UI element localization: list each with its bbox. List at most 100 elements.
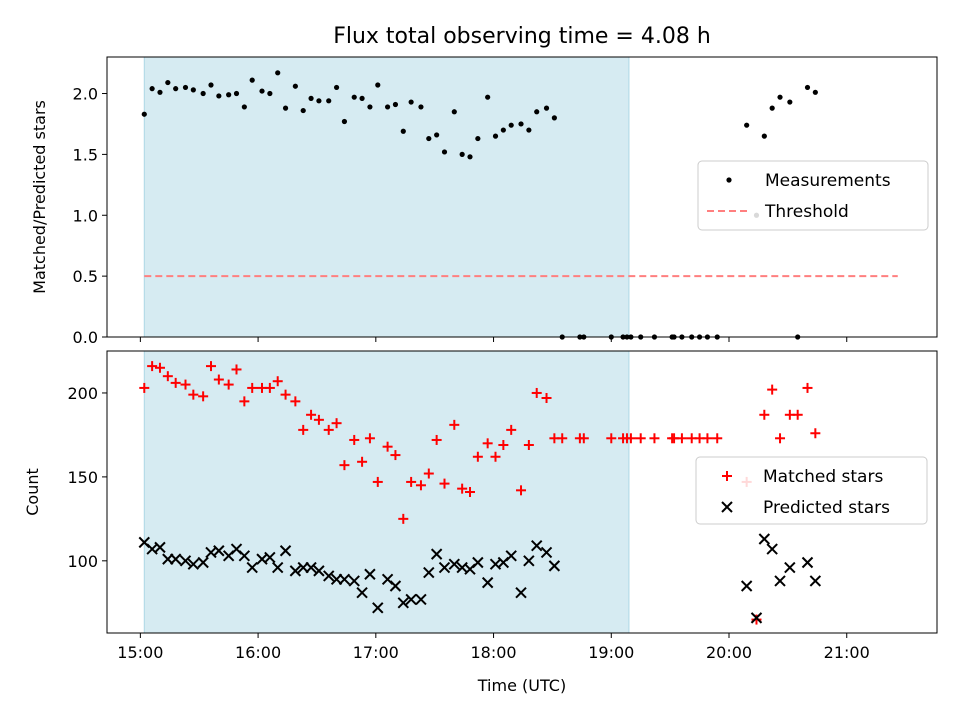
predicted-stars-point (397, 597, 409, 609)
matched-stars-point (382, 441, 393, 452)
figure-title: Flux total observing time = 4.08 h (333, 24, 711, 49)
x-b (548, 560, 561, 572)
legend: Measurements Threshold (697, 160, 929, 231)
measurement-point (426, 135, 432, 142)
predicted-stars-point (540, 546, 553, 559)
x-b (230, 543, 243, 555)
predicted-stars-point (438, 561, 451, 574)
matched-stars-point (792, 409, 803, 420)
predicted-stars-point (264, 551, 276, 564)
predicted-stars-point (197, 556, 209, 569)
measurement-point (367, 104, 373, 110)
predicted-stars-point (750, 612, 763, 624)
measurement-point (226, 92, 232, 98)
measurement-point (804, 84, 811, 91)
matched-stars-point (349, 434, 360, 445)
measurement-point (241, 104, 247, 110)
y-axis-label: Matched/Predicted stars (30, 100, 49, 294)
x-b (389, 580, 402, 592)
measurement-point (316, 98, 322, 104)
measurement-point (812, 89, 818, 95)
measurement-point (308, 95, 314, 101)
x-b (138, 536, 150, 549)
predicted-stars-point (448, 558, 461, 570)
x-b (246, 561, 258, 574)
legend-box (695, 456, 928, 525)
measurement-point (326, 98, 332, 104)
y-tick-label: 200 (67, 384, 98, 403)
matched-stars-point (482, 438, 493, 449)
x-b (415, 593, 427, 606)
x-b (264, 551, 276, 564)
matched-stars-point (306, 409, 317, 420)
measurement-point (787, 99, 793, 105)
matched-stars-point (406, 476, 417, 487)
matched-stars-point (625, 433, 636, 444)
measurement-point (534, 109, 540, 115)
x-b (405, 593, 417, 606)
x-b (356, 587, 368, 599)
x-b (364, 568, 376, 580)
y-tick-label: 0.0 (73, 328, 98, 347)
matched-stars-point (516, 485, 527, 496)
measurement-point (267, 90, 273, 97)
legend: Matched stars Predicted stars (695, 456, 928, 525)
matched-stars-point (439, 478, 450, 489)
measurement-point (777, 94, 783, 100)
count-panel: 15:00 16:00 17:00 18:00 19:00 20:00 21:00 100 15… (23, 350, 938, 695)
measurement-point (418, 104, 424, 110)
predicted-stars-point (430, 548, 443, 560)
x-tick-label: 17:00 (353, 643, 399, 662)
matched-stars-point (213, 374, 224, 385)
y-tick-label: 150 (67, 468, 98, 487)
measurement-point (392, 101, 399, 108)
x-b (438, 561, 451, 574)
predicted-stars-point (758, 533, 771, 545)
legend-marker-predicted-b (721, 501, 733, 513)
predicted-stars-point (238, 550, 251, 562)
observing-window-shade (144, 351, 629, 633)
x-b (338, 573, 351, 585)
measurement-point (518, 121, 524, 127)
predicted-stars-point (774, 575, 786, 587)
predicted-stars-point (272, 561, 284, 574)
measurement-point (459, 151, 465, 157)
predicted-stars-point (279, 545, 292, 557)
x-b (238, 550, 251, 562)
y-tick-label: 100 (67, 552, 98, 571)
matched-stars-point (170, 377, 181, 388)
measurement-point (384, 104, 391, 110)
x-b (774, 575, 786, 587)
x-b (323, 570, 335, 582)
measurement-point (508, 122, 514, 128)
predicted-stars-point (784, 561, 796, 574)
x-b (531, 540, 543, 552)
matched-stars-point (139, 382, 150, 393)
predicted-stars-point (179, 555, 192, 567)
predicted-stars-point (809, 575, 822, 587)
legend-box (697, 160, 929, 231)
axes-frame (106, 56, 938, 338)
measurement-point (292, 83, 298, 89)
x-b (272, 561, 284, 574)
matched-stars-point (472, 451, 483, 462)
matched-stars-point (431, 434, 442, 445)
y-tick-label: 2.0 (73, 85, 98, 104)
predicted-stars-point (246, 561, 258, 574)
matched-stars-point (810, 428, 821, 439)
measurement-point (149, 86, 155, 92)
x-b (313, 565, 325, 577)
x-b (523, 555, 535, 567)
y-tick-label: 1.0 (73, 206, 98, 225)
measurement-point (551, 115, 557, 121)
x-b (801, 556, 814, 569)
measurement-point (165, 79, 171, 86)
matched-stars-point (423, 468, 434, 479)
predicted-stars-point (372, 602, 384, 614)
measurement-point (157, 89, 163, 95)
x-b (766, 543, 778, 555)
matched-stars-point (802, 382, 813, 393)
predicted-stars-point (323, 570, 335, 582)
measurement-point (173, 86, 179, 92)
